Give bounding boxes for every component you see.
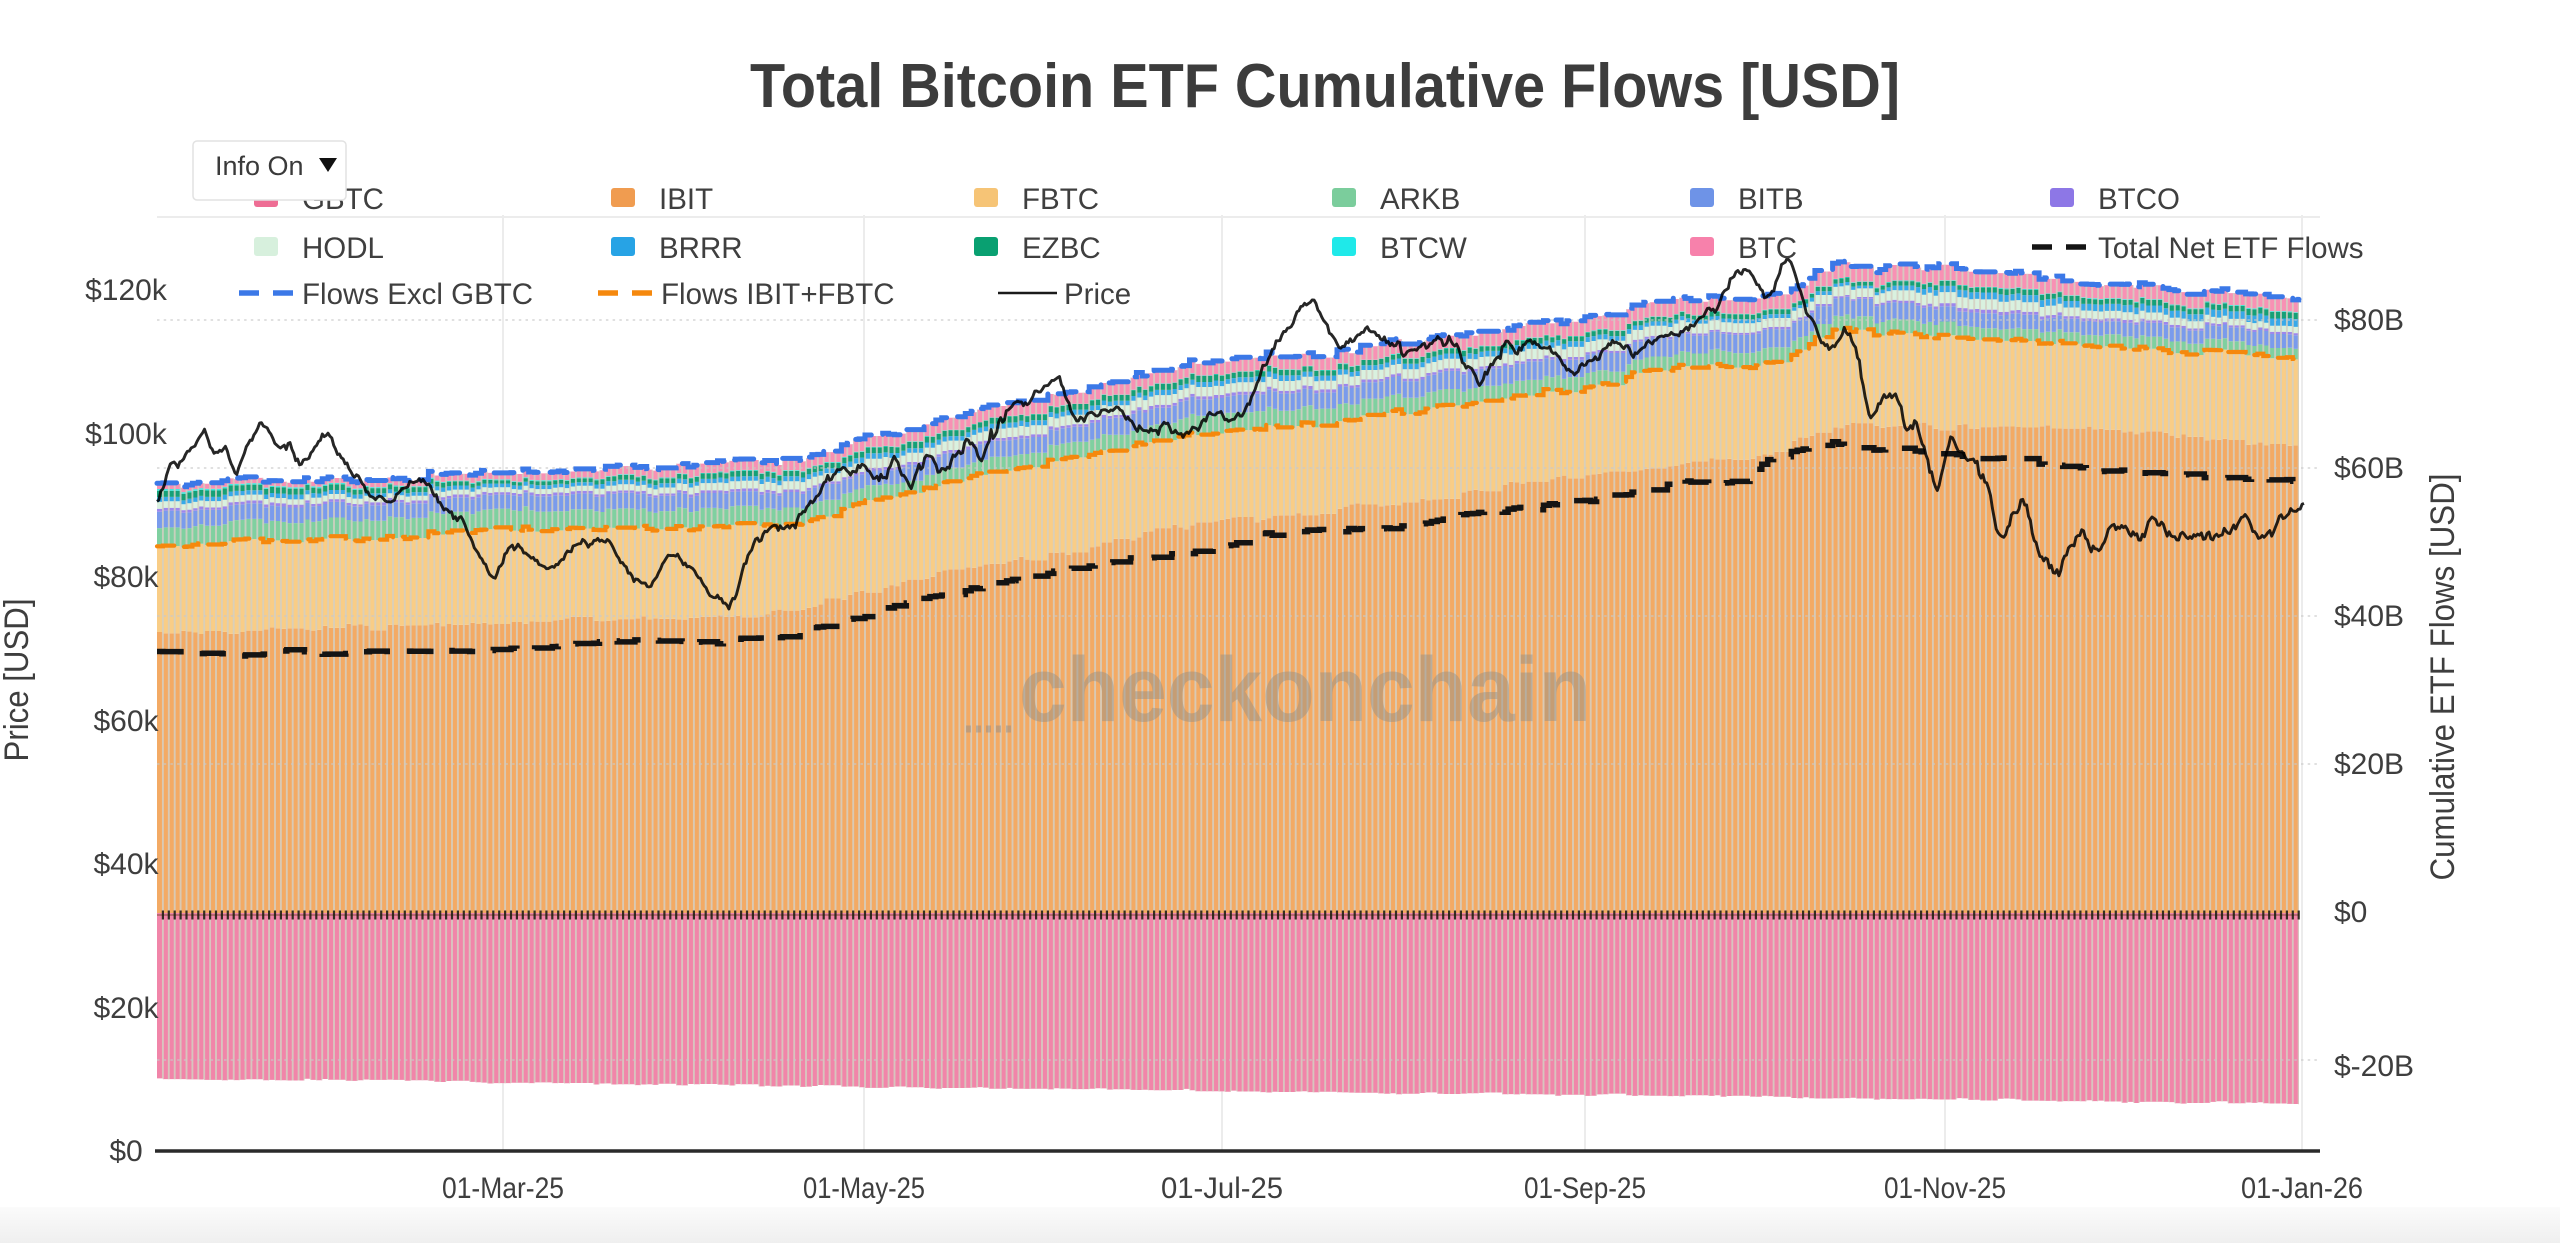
svg-text:$120k: $120k	[85, 274, 168, 307]
svg-text:$80k: $80k	[93, 561, 159, 594]
svg-text:BTCW: BTCW	[1380, 232, 1467, 265]
svg-text:Price: Price	[1064, 278, 1131, 311]
svg-text:$20k: $20k	[93, 992, 159, 1025]
svg-text:01-Sep-25: 01-Sep-25	[1524, 1172, 1646, 1205]
svg-text:BTC: BTC	[1738, 232, 1797, 265]
svg-text:Total Bitcoin ETF Cumulative F: Total Bitcoin ETF Cumulative Flows [USD]	[750, 52, 1900, 121]
svg-text:HODL: HODL	[302, 232, 384, 265]
svg-text:$20B: $20B	[2334, 748, 2404, 781]
svg-text:$60B: $60B	[2334, 452, 2404, 485]
svg-text:01-Nov-25: 01-Nov-25	[1884, 1172, 2006, 1205]
svg-text:IBIT: IBIT	[659, 183, 713, 216]
svg-text:FBTC: FBTC	[1022, 183, 1099, 216]
svg-text:Total Net ETF Flows: Total Net ETF Flows	[2098, 232, 2364, 265]
svg-text:$60k: $60k	[93, 705, 159, 738]
svg-text:ARKB: ARKB	[1380, 183, 1460, 216]
svg-text:EZBC: EZBC	[1022, 232, 1101, 265]
svg-text:$100k: $100k	[85, 418, 168, 451]
svg-text:Cumulative ETF Flows [USD]: Cumulative ETF Flows [USD]	[2424, 474, 2462, 881]
svg-text:BRRR: BRRR	[659, 232, 743, 265]
svg-text:checkonchain: checkonchain	[1019, 639, 1591, 741]
svg-text:$-20B: $-20B	[2334, 1050, 2414, 1083]
svg-text:Info On: Info On	[215, 151, 304, 181]
svg-text:$40k: $40k	[93, 848, 159, 881]
svg-text:01-Mar-25: 01-Mar-25	[442, 1172, 564, 1205]
svg-text:Flows Excl GBTC: Flows Excl GBTC	[302, 278, 533, 311]
svg-text:Price [USD]: Price [USD]	[0, 599, 36, 762]
svg-text:$0: $0	[109, 1135, 142, 1168]
svg-text:01-Jan-26: 01-Jan-26	[2241, 1172, 2363, 1205]
svg-text:$80B: $80B	[2334, 304, 2404, 337]
svg-text:BTCO: BTCO	[2098, 183, 2180, 216]
svg-text:$40B: $40B	[2334, 600, 2404, 633]
svg-text:Flows IBIT+FBTC: Flows IBIT+FBTC	[661, 278, 895, 311]
svg-text:$0: $0	[2334, 896, 2367, 929]
svg-text:01-May-25: 01-May-25	[803, 1172, 925, 1205]
svg-text:BITB: BITB	[1738, 183, 1804, 216]
svg-text:01-Jul-25: 01-Jul-25	[1161, 1172, 1283, 1205]
